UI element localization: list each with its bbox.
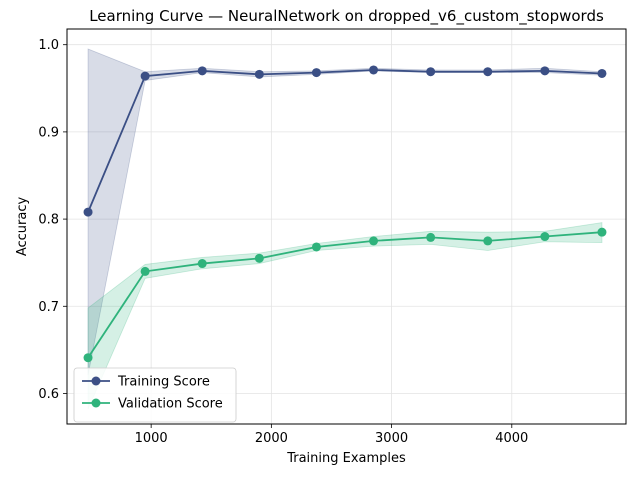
series-0-data-point (140, 71, 150, 81)
series-0-data-point (197, 66, 207, 76)
series-0-data-point (597, 68, 607, 78)
legend-label: Training Score (117, 375, 210, 390)
series-lines (87, 69, 603, 359)
y-tick-label: 0.7 (38, 300, 59, 315)
plot-frame (66, 28, 627, 425)
x-axis-label: Training Examples (286, 451, 406, 466)
grid (67, 29, 626, 424)
y-tick-label: 0.8 (38, 213, 59, 228)
legend-label: Validation Score (118, 397, 223, 412)
y-tick-label: 0.9 (38, 125, 59, 140)
series-1-data-point (369, 236, 379, 246)
series-1-data-point (311, 242, 321, 252)
y-tick-label: 0.6 (38, 387, 59, 402)
series-points (83, 65, 607, 363)
series-1-data-point (426, 232, 436, 242)
x-tick-label: 2000 (255, 431, 288, 446)
series-0-data-point (369, 65, 379, 75)
series-1-data-point (197, 259, 207, 269)
series-1-data-point (597, 227, 607, 237)
series-1-data-point (254, 253, 264, 263)
series-1-data-point (483, 236, 493, 246)
y-axis-label: Accuracy (15, 197, 30, 257)
legend-swatch-marker (91, 376, 101, 386)
axis-ticks: 1000 2000 3000 4000 0.6 0.7 0.8 0.9 1.0 (38, 38, 528, 446)
series-1-data-point (540, 232, 550, 242)
series-0-data-point (83, 207, 93, 217)
series-1-line (87, 231, 603, 359)
series-0-data-point (483, 67, 493, 77)
series-0-line (87, 69, 602, 213)
series-0-data-point (254, 69, 264, 79)
x-tick-label: 4000 (495, 431, 528, 446)
legend: Training Score Validation Score (73, 367, 237, 423)
legend-box (73, 367, 237, 423)
series-1-confidence-band (87, 222, 603, 410)
series-1-data-point (140, 266, 150, 276)
series-1-data-point (83, 353, 93, 363)
y-tick-label: 1.0 (38, 38, 59, 53)
series-0-data-point (540, 66, 550, 76)
x-tick-label: 3000 (375, 431, 408, 446)
legend-swatch-marker (91, 398, 101, 408)
series-0-data-point (311, 68, 321, 78)
x-tick-label: 1000 (135, 431, 168, 446)
chart-title: Learning Curve — NeuralNetwork on droppe… (89, 7, 604, 26)
series-0-data-point (426, 67, 436, 77)
